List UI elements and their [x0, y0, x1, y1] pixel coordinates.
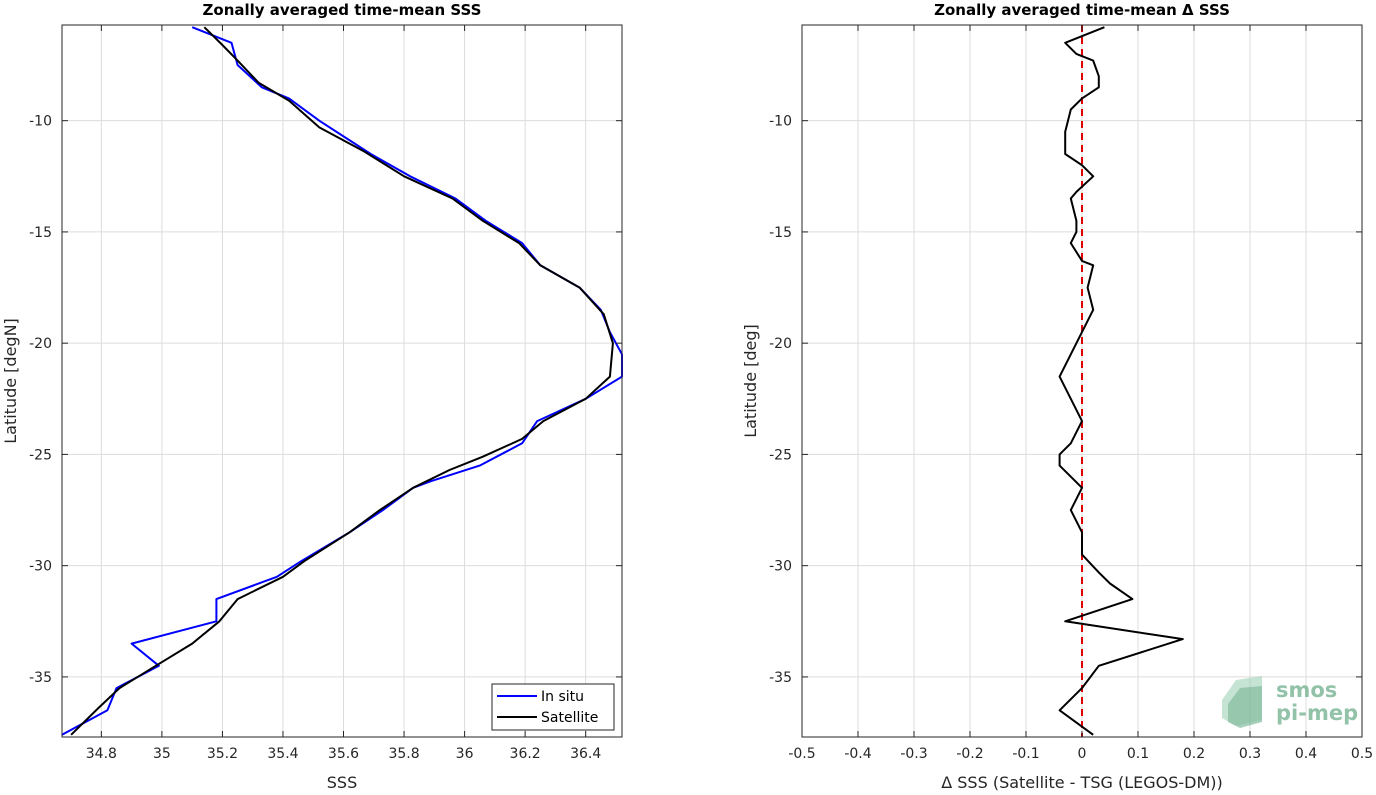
sss-y-tick-label: -15 — [29, 225, 52, 241]
delta-x-tick-label: 0.2 — [1183, 746, 1205, 762]
logo-line2: pi-mep — [1276, 701, 1358, 725]
sss-series-group — [61, 26, 623, 736]
delta-x-tick-label: 0 — [1078, 746, 1087, 762]
sss-series-satellite — [70, 26, 614, 736]
delta-series-group — [1058, 26, 1184, 736]
sss-x-tick-label: 35.8 — [388, 746, 419, 762]
delta-x-tick-label: 0.4 — [1295, 746, 1317, 762]
legend-satellite-label: Satellite — [541, 710, 598, 726]
delta-x-tick-label: 0.3 — [1239, 746, 1261, 762]
delta-x-tick-label: -0.1 — [1012, 746, 1039, 762]
sss-y-tick-label: -25 — [29, 447, 52, 463]
sss-y-axis-label: Latitude [degN] — [1, 318, 20, 444]
delta-x-tick-label: -0.3 — [900, 746, 927, 762]
sss-legend: In situ Satellite — [491, 683, 615, 731]
sss-x-tick-label: 35.6 — [328, 746, 359, 762]
delta-y-axis-label: Latitude [deg] — [741, 324, 760, 438]
smos-pimep-logo: smos pi-mep — [1222, 676, 1358, 728]
delta-x-tick-label: 0.5 — [1351, 746, 1373, 762]
delta-ticks: -0.5 -0.4 -0.3 -0.2 -0.1 0 0.1 0.2 0.3 0.4 0.5 -10 -… — [769, 25, 1373, 762]
legend-box — [491, 683, 615, 731]
delta-y-tick-label: -20 — [769, 336, 792, 352]
sss-x-tick-label: 35 — [153, 746, 171, 762]
sss-y-tick-label: -20 — [29, 336, 52, 352]
sss-series-in-situ — [61, 26, 623, 736]
delta-y-tick-label: -15 — [769, 225, 792, 241]
delta-x-tick-label: -0.2 — [956, 746, 983, 762]
delta-series-line-0 — [1058, 26, 1184, 736]
delta-chart-title: Zonally averaged time-mean Δ SSS — [934, 1, 1230, 19]
delta-y-tick-label: -30 — [769, 559, 792, 575]
delta-y-tick-label: -10 — [769, 114, 792, 130]
delta-x-tick-label: -0.4 — [844, 746, 871, 762]
sss-x-tick-label: 34.8 — [86, 746, 117, 762]
sss-y-tick-label: -30 — [29, 559, 52, 575]
delta-x-tick-label: 0.1 — [1127, 746, 1149, 762]
sss-chart-title: Zonally averaged time-mean SSS — [203, 1, 482, 19]
sss-plot-frame — [61, 24, 623, 738]
legend-insitu-label: In situ — [541, 689, 584, 705]
delta-x-tick-label: -0.5 — [788, 746, 815, 762]
sss-grid — [62, 25, 622, 737]
delta-x-axis-label: Δ SSS (Satellite - TSG (LEGOS-DM)) — [941, 773, 1223, 791]
sss-y-tick-label: -35 — [29, 670, 52, 686]
sss-ticks: 34.8 35 35.2 35.4 35.6 35.8 36 36.2 36.4 -10 -15 -2… — [29, 25, 622, 762]
sss-x-tick-label: 36.2 — [510, 746, 541, 762]
sss-profile-panel: 34.8 35 35.2 35.4 35.6 35.8 36 36.2 36.4 -10 -15 -2… — [1, 1, 623, 792]
sss-y-tick-label: -10 — [29, 114, 52, 130]
sss-x-tick-label: 35.4 — [267, 746, 298, 762]
delta-y-tick-label: -35 — [769, 670, 792, 686]
delta-y-tick-label: -25 — [769, 447, 792, 463]
delta-sss-panel: -0.5 -0.4 -0.3 -0.2 -0.1 0 0.1 0.2 0.3 0.4 0.5 -10 -… — [741, 1, 1373, 792]
sss-x-axis-label: SSS — [327, 773, 357, 791]
sss-x-tick-label: 36 — [456, 746, 474, 762]
sss-x-tick-label: 35.2 — [207, 746, 238, 762]
sss-x-tick-label: 36.4 — [570, 746, 601, 762]
logo-line1: smos — [1276, 678, 1337, 702]
logo-wave-front-icon — [1228, 686, 1262, 728]
